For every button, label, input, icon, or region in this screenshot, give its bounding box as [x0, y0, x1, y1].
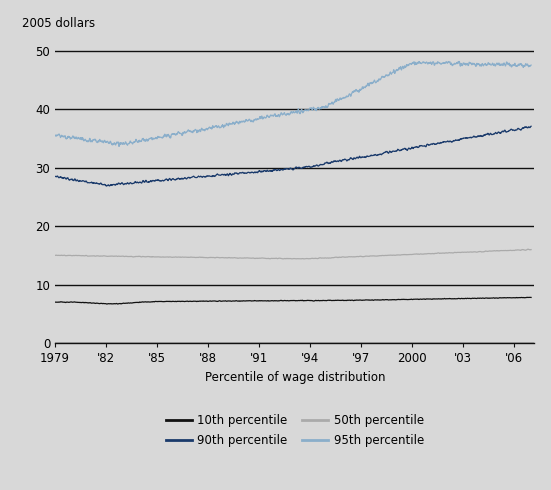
X-axis label: Percentile of wage distribution: Percentile of wage distribution: [204, 370, 385, 384]
Text: 2005 dollars: 2005 dollars: [21, 17, 95, 30]
Legend: 10th percentile, 90th percentile, 50th percentile, 95th percentile: 10th percentile, 90th percentile, 50th p…: [161, 410, 429, 452]
